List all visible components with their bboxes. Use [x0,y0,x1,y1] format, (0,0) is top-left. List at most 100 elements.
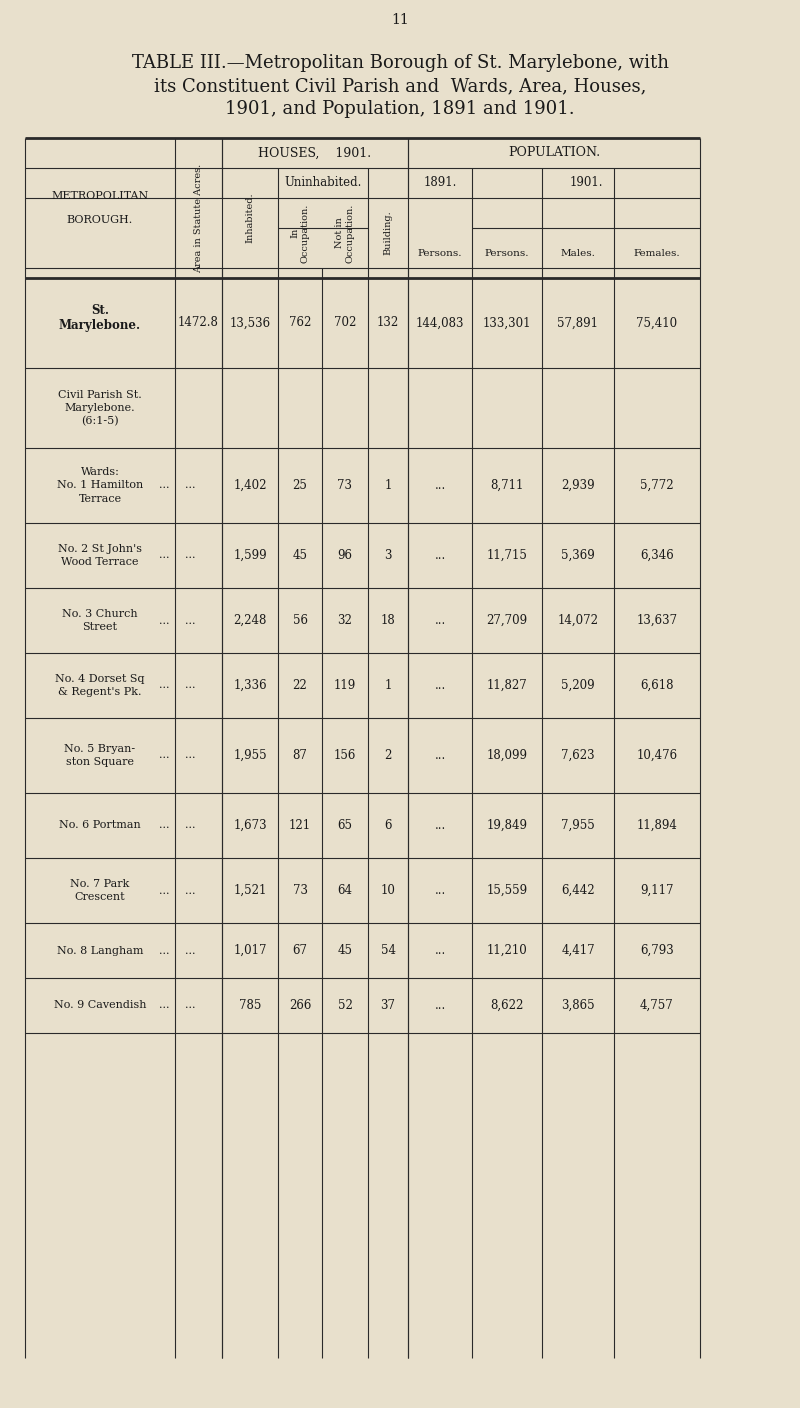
Text: ...: ... [159,821,170,831]
Text: 133,301: 133,301 [482,317,531,329]
Text: 6,346: 6,346 [640,549,674,562]
Text: Persons.: Persons. [485,248,530,258]
Text: 5,772: 5,772 [640,479,674,491]
Text: 4,757: 4,757 [640,1000,674,1012]
Text: 73: 73 [338,479,353,491]
Text: TABLE III.—Metropolitan Borough of St. Marylebone, with: TABLE III.—Metropolitan Borough of St. M… [131,54,669,72]
Text: ...: ... [434,549,446,562]
Text: No. 9 Cavendish: No. 9 Cavendish [54,1001,146,1011]
Text: 3,865: 3,865 [561,1000,595,1012]
Text: 1901.: 1901. [570,176,602,190]
Text: 3: 3 [384,549,392,562]
Text: 65: 65 [338,819,353,832]
Text: ...: ... [185,886,195,895]
Text: No. 4 Dorset Sq
& Regent's Pk.: No. 4 Dorset Sq & Regent's Pk. [55,674,145,697]
Text: 19,849: 19,849 [486,819,527,832]
Text: ...: ... [159,615,170,625]
Text: 75,410: 75,410 [637,317,678,329]
Text: ...: ... [159,1001,170,1011]
Text: No. 6 Portman: No. 6 Portman [59,821,141,831]
Text: 18,099: 18,099 [486,749,527,762]
Text: St.
Marylebone.: St. Marylebone. [59,304,141,332]
Text: ...: ... [159,886,170,895]
Text: 10,476: 10,476 [637,749,678,762]
Text: 156: 156 [334,749,356,762]
Text: 2,939: 2,939 [561,479,595,491]
Text: 1901, and Population, 1891 and 1901.: 1901, and Population, 1891 and 1901. [225,100,575,118]
Text: ...: ... [185,680,195,690]
Text: 6,442: 6,442 [561,884,595,897]
Text: 8,711: 8,711 [490,479,524,491]
Text: ...: ... [434,749,446,762]
Text: 56: 56 [293,614,307,627]
Text: Wards:
No. 1 Hamilton
Terrace: Wards: No. 1 Hamilton Terrace [57,467,143,504]
Text: 6: 6 [384,819,392,832]
Text: 132: 132 [377,317,399,329]
Text: 18: 18 [381,614,395,627]
Text: 7,955: 7,955 [561,819,595,832]
Text: 96: 96 [338,549,353,562]
Text: ...: ... [185,1001,195,1011]
Text: ...: ... [159,750,170,760]
Text: Civil Parish St.
Marylebone.
(6:1-5): Civil Parish St. Marylebone. (6:1-5) [58,390,142,427]
Text: 87: 87 [293,749,307,762]
Text: 11: 11 [391,13,409,27]
Text: 45: 45 [293,549,307,562]
Text: 1,336: 1,336 [233,679,267,691]
Text: 2,248: 2,248 [234,614,266,627]
Text: 37: 37 [381,1000,395,1012]
Text: Not in
Occupation.: Not in Occupation. [335,203,354,263]
Text: 27,709: 27,709 [486,614,527,627]
Text: 121: 121 [289,819,311,832]
Text: 1472.8: 1472.8 [178,317,219,329]
Text: 1,521: 1,521 [234,884,266,897]
Text: 144,083: 144,083 [416,317,464,329]
Text: 1,955: 1,955 [233,749,267,762]
Text: 1891.: 1891. [423,176,457,190]
Text: Males.: Males. [561,248,595,258]
Text: 32: 32 [338,614,353,627]
Text: ...: ... [434,479,446,491]
Text: ...: ... [434,679,446,691]
Text: 6,793: 6,793 [640,943,674,957]
Text: 785: 785 [239,1000,261,1012]
Text: HOUSES,    1901.: HOUSES, 1901. [258,146,371,159]
Text: its Constituent Civil Parish and  Wards, Area, Houses,: its Constituent Civil Parish and Wards, … [154,77,646,94]
Text: No. 7 Park
Crescent: No. 7 Park Crescent [70,879,130,903]
Text: ...: ... [434,614,446,627]
Text: ...: ... [434,819,446,832]
Text: 22: 22 [293,679,307,691]
Text: 67: 67 [293,943,307,957]
Text: POPULATION.: POPULATION. [508,146,600,159]
Text: ...: ... [185,615,195,625]
Text: 762: 762 [289,317,311,329]
Text: METROPOLITAN

BOROUGH.: METROPOLITAN BOROUGH. [51,191,149,225]
Text: ...: ... [185,750,195,760]
Text: 702: 702 [334,317,356,329]
Text: ...: ... [185,480,195,490]
Text: 73: 73 [293,884,307,897]
Text: 1: 1 [384,679,392,691]
Text: 11,210: 11,210 [486,943,527,957]
Text: 7,623: 7,623 [561,749,595,762]
Text: 52: 52 [338,1000,353,1012]
Text: 11,894: 11,894 [637,819,678,832]
Text: 4,417: 4,417 [561,943,595,957]
Text: 54: 54 [381,943,395,957]
Text: 45: 45 [338,943,353,957]
Text: ...: ... [185,551,195,560]
Text: Uninhabited.: Uninhabited. [284,176,362,190]
Text: 15,559: 15,559 [486,884,527,897]
Text: 119: 119 [334,679,356,691]
Text: ...: ... [185,821,195,831]
Text: 9,117: 9,117 [640,884,674,897]
Text: 2: 2 [384,749,392,762]
Text: ...: ... [159,680,170,690]
Text: 25: 25 [293,479,307,491]
Text: 1,599: 1,599 [233,549,267,562]
Text: 8,622: 8,622 [490,1000,524,1012]
Text: 1: 1 [384,479,392,491]
Text: 6,618: 6,618 [640,679,674,691]
Text: 1,402: 1,402 [234,479,266,491]
Text: 11,827: 11,827 [486,679,527,691]
